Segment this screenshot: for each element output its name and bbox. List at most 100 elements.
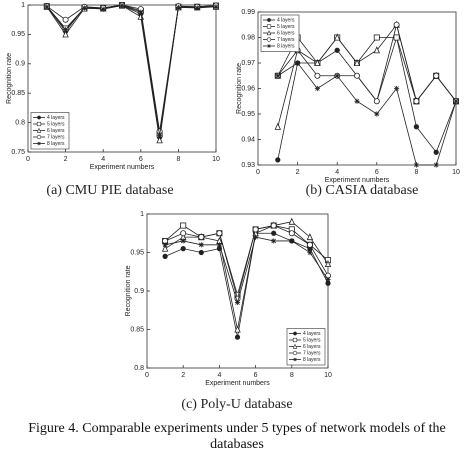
x-tick-label: 8 bbox=[176, 156, 180, 163]
caption: (b) CASIA database bbox=[306, 183, 419, 198]
x-tick-label: 10 bbox=[452, 169, 460, 176]
marker bbox=[333, 33, 341, 41]
y-tick-label: 0.96 bbox=[241, 85, 255, 92]
series-line bbox=[277, 23, 457, 103]
marker bbox=[234, 334, 241, 340]
legend-label: 5 layers bbox=[47, 121, 65, 127]
series-line bbox=[277, 36, 457, 103]
marker bbox=[353, 72, 360, 79]
y-tick-label: 0.8 bbox=[15, 119, 25, 126]
marker bbox=[271, 238, 277, 244]
marker bbox=[393, 21, 400, 28]
y-tick-label: 0.95 bbox=[130, 249, 144, 256]
marker bbox=[180, 238, 186, 244]
y-tick-label: 0.8 bbox=[134, 365, 144, 372]
marker bbox=[288, 230, 295, 237]
marker bbox=[314, 72, 321, 79]
marker bbox=[162, 242, 168, 248]
marker bbox=[156, 136, 163, 144]
x-tick-label: 10 bbox=[324, 372, 332, 379]
x-tick-label: 6 bbox=[254, 372, 258, 379]
marker bbox=[393, 34, 400, 41]
marker bbox=[81, 5, 87, 11]
marker bbox=[373, 46, 381, 54]
marker bbox=[180, 246, 186, 252]
series-line bbox=[277, 23, 457, 127]
marker bbox=[216, 230, 223, 237]
marker bbox=[353, 58, 361, 66]
marker bbox=[157, 132, 163, 139]
marker bbox=[275, 157, 281, 163]
legend-marker bbox=[266, 24, 272, 29]
legend-label: 6 layers bbox=[277, 30, 295, 36]
marker bbox=[373, 98, 380, 105]
x-tick-label: 10 bbox=[212, 156, 220, 163]
marker bbox=[324, 259, 332, 268]
caption: (c) Poly-U database bbox=[181, 397, 292, 412]
marker bbox=[453, 98, 459, 104]
marker bbox=[44, 4, 50, 10]
marker bbox=[394, 85, 400, 92]
marker bbox=[198, 249, 204, 256]
x-axis-label: Experiment numbers bbox=[325, 177, 390, 184]
x-tick-label: 2 bbox=[181, 372, 185, 379]
marker bbox=[194, 5, 200, 11]
marker bbox=[63, 27, 69, 33]
series-line bbox=[164, 225, 329, 301]
y-tick-label: 0.95 bbox=[241, 111, 255, 118]
y-tick-label: 0.97 bbox=[241, 60, 255, 67]
x-tick-label: 0 bbox=[256, 169, 260, 176]
legend-marker bbox=[266, 37, 272, 42]
legend-marker bbox=[292, 350, 298, 356]
marker bbox=[198, 234, 205, 241]
legend-label: 7 layers bbox=[277, 37, 295, 43]
marker bbox=[413, 98, 420, 105]
series-line bbox=[46, 5, 217, 141]
legend-label: 4 layers bbox=[277, 17, 295, 23]
x-tick-label: 4 bbox=[101, 156, 105, 163]
marker bbox=[62, 16, 69, 23]
series-line bbox=[164, 225, 329, 297]
marker bbox=[234, 325, 241, 333]
marker bbox=[314, 85, 320, 92]
marker bbox=[413, 162, 419, 168]
marker bbox=[289, 238, 295, 244]
x-tick-label: 0 bbox=[26, 156, 30, 163]
marker bbox=[288, 217, 296, 225]
series-line bbox=[277, 62, 457, 166]
legend-marker bbox=[36, 134, 42, 140]
y-axis-label: Recognition rate bbox=[6, 53, 13, 104]
legend-label: 8 layers bbox=[303, 357, 321, 363]
marker bbox=[314, 58, 321, 66]
legend-marker bbox=[293, 357, 297, 362]
series-line bbox=[46, 4, 217, 132]
marker bbox=[433, 72, 440, 79]
marker bbox=[325, 276, 331, 283]
legend-marker bbox=[37, 115, 41, 120]
y-tick-label: 0.75 bbox=[11, 149, 25, 156]
marker bbox=[180, 230, 187, 237]
series-line bbox=[46, 4, 217, 135]
legend-label: 7 layers bbox=[303, 350, 321, 356]
y-axis-label: Recognition rate bbox=[236, 63, 243, 114]
legend-label: 6 layers bbox=[303, 344, 321, 350]
marker bbox=[62, 30, 69, 38]
x-axis-label: Experiment numbers bbox=[90, 164, 155, 171]
x-tick-label: 6 bbox=[375, 169, 379, 176]
series-line bbox=[164, 221, 329, 330]
y-tick-label: 0.94 bbox=[241, 136, 255, 143]
legend-marker bbox=[267, 44, 271, 48]
marker bbox=[270, 222, 277, 229]
series-line bbox=[277, 35, 457, 160]
x-axis-label: Experiment numbers bbox=[205, 380, 270, 387]
marker bbox=[295, 60, 301, 66]
marker bbox=[161, 244, 169, 252]
marker bbox=[413, 124, 419, 130]
marker bbox=[433, 149, 439, 155]
legend-marker bbox=[292, 337, 298, 343]
y-tick-label: 0.9 bbox=[15, 61, 25, 68]
marker bbox=[175, 4, 181, 10]
marker bbox=[373, 34, 380, 41]
series-line bbox=[164, 232, 329, 338]
